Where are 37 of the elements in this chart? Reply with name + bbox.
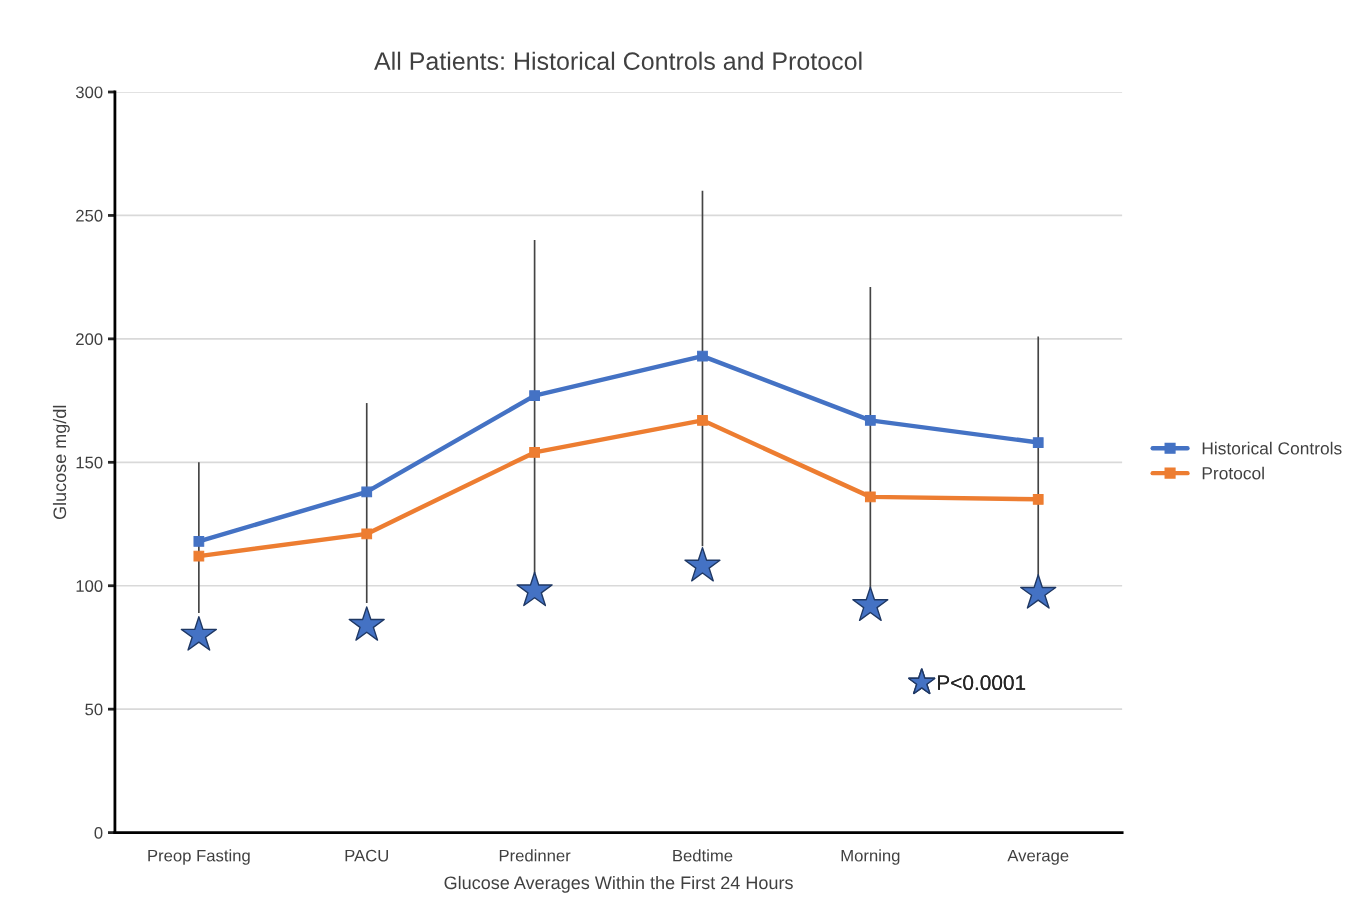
y-tick-label: 250 bbox=[76, 209, 103, 222]
legend-label: P<0.0001 bbox=[938, 675, 1026, 691]
point bbox=[361, 486, 373, 498]
point bbox=[361, 528, 373, 540]
point bbox=[180, 616, 218, 651]
point bbox=[193, 535, 205, 547]
x-tick-label: Predinner bbox=[499, 849, 571, 862]
x-tick-label: PACU bbox=[345, 849, 388, 862]
y-tick-label: 150 bbox=[76, 456, 103, 469]
point bbox=[516, 571, 553, 607]
y-tick-label: 200 bbox=[76, 333, 103, 346]
point bbox=[864, 414, 876, 426]
point bbox=[529, 447, 540, 458]
y-tick-label: 50 bbox=[85, 703, 103, 716]
point bbox=[529, 390, 540, 402]
point bbox=[1020, 574, 1057, 609]
y-tick-label: 300 bbox=[75, 86, 103, 99]
point bbox=[697, 414, 708, 426]
point bbox=[348, 606, 385, 641]
y-axis-title: Glucose mg/dl bbox=[52, 405, 70, 520]
point bbox=[193, 550, 205, 562]
x-tick-label: Morning bbox=[841, 849, 900, 865]
x-axis-title: Glucose Averages Within the First 24 Hours bbox=[444, 875, 793, 893]
legend-label: Historical Controls bbox=[1202, 441, 1342, 455]
point bbox=[852, 586, 889, 622]
x-tick-label: Preop Fasting bbox=[148, 849, 250, 865]
point bbox=[684, 546, 721, 582]
y-tick-label: 0 bbox=[94, 827, 103, 839]
point bbox=[1032, 437, 1044, 448]
chart-title: All Patients: Historical Controls and Protocol bbox=[374, 51, 862, 71]
point bbox=[864, 491, 876, 503]
x-tick-label: Average bbox=[1007, 849, 1069, 865]
x-tick-label: Bedtime bbox=[673, 849, 733, 862]
y-tick-label: 100 bbox=[76, 580, 103, 592]
point bbox=[1032, 493, 1044, 505]
point bbox=[697, 350, 708, 362]
legend-label: Protocol bbox=[1202, 466, 1264, 480]
